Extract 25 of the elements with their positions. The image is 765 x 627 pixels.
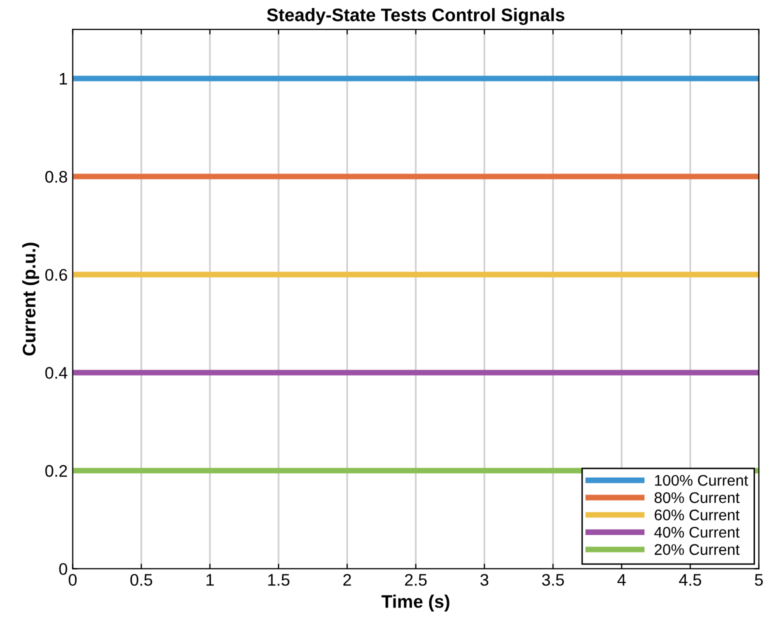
x-tick-label: 3 [480,574,488,586]
legend-label: 80% Current [654,492,740,504]
x-tick-label: 5 [754,574,763,586]
legend-label: 100% Current [655,474,748,486]
x-tick-label: 2 [343,574,351,586]
y-axis-title: Current (p.u.) [22,242,40,356]
x-tick-label: 0.5 [130,574,152,586]
x-tick-label: 0 [68,574,77,586]
y-tick-label: 0.8 [45,170,68,183]
y-tick-label: 0 [59,563,68,575]
y-tick-label: 0.6 [45,268,68,281]
y-tick-label: 0.2 [45,465,67,477]
x-tick-label: 3.5 [542,574,564,586]
legend-label: 20% Current [654,544,740,555]
x-tick-label: 4.5 [679,574,702,586]
y-tick-label: 1 [60,73,67,85]
x-axis-title: Time (s) [382,594,450,612]
x-tick-label: 1.5 [268,574,290,586]
x-tick-label: 4 [617,574,626,586]
legend-label: 60% Current [654,510,740,520]
y-tick-label: 0.4 [45,367,68,379]
x-tick-label: 1 [206,574,214,586]
chart-title: Steady-State Tests Control Signals [266,8,564,25]
x-tick-label: 2.5 [405,574,427,586]
legend-label: 40% Current [654,526,740,538]
